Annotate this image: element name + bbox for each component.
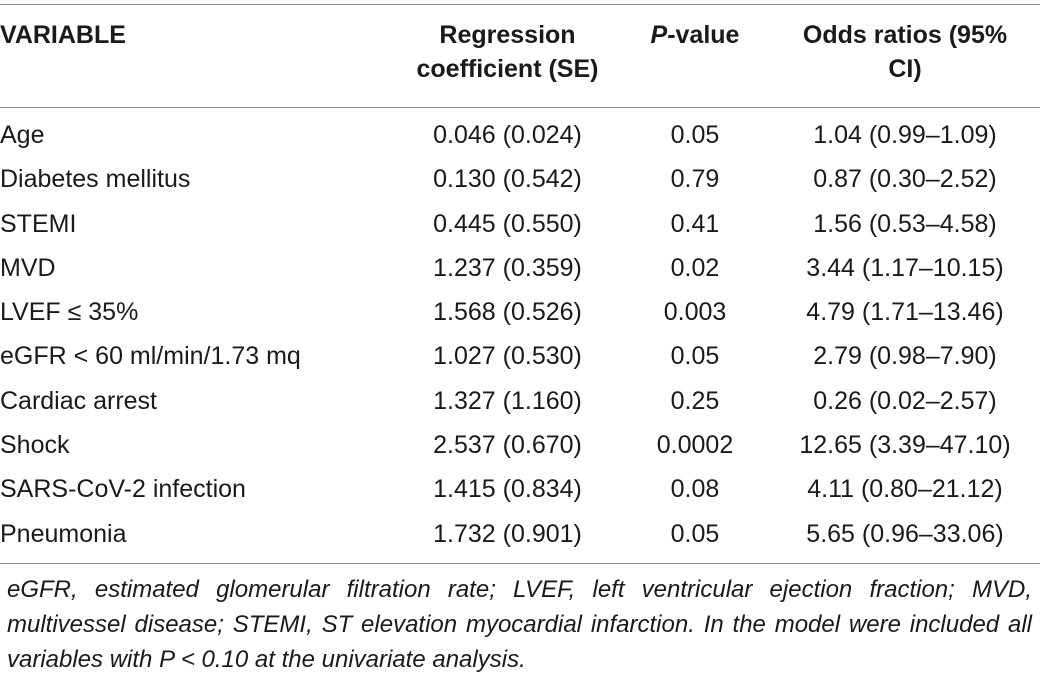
- header-p-value: P-value: [650, 21, 740, 49]
- table-row: Shock 2.537 (0.670) 0.0002 12.65 (3.39–4…: [0, 423, 1040, 467]
- table-row: STEMI 0.445 (0.550) 0.41 1.56 (0.53–4.58…: [0, 202, 1040, 246]
- table-row: Pneumonia 1.732 (0.901) 0.05 5.65 (0.96–…: [0, 512, 1040, 556]
- cell-coefficient: 1.732 (0.901): [433, 519, 582, 548]
- cell-variable: Cardiac arrest: [0, 386, 157, 415]
- cell-p-value: 0.05: [670, 121, 720, 149]
- cell-p-value: 0.41: [670, 209, 720, 238]
- bottom-rule: [0, 563, 1040, 564]
- cell-coefficient: 1.327 (1.160): [433, 386, 582, 415]
- cell-coefficient: 2.537 (0.670): [433, 431, 582, 460]
- table-row: SARS-CoV-2 infection 1.415 (0.834) 0.08 …: [0, 467, 1040, 511]
- cell-variable: Diabetes mellitus: [0, 165, 191, 194]
- cell-variable: MVD: [0, 253, 56, 282]
- table-row: LVEF ≤ 35% 1.568 (0.526) 0.003 4.79 (1.7…: [0, 290, 1040, 334]
- cell-coefficient: 0.130 (0.542): [433, 165, 582, 194]
- cell-p-value: 0.79: [670, 165, 720, 194]
- cell-variable: LVEF ≤ 35%: [0, 298, 139, 327]
- cell-odds-ratio: 1.56 (0.53–4.58): [813, 209, 997, 238]
- cell-coefficient: 1.027 (0.530): [433, 342, 582, 371]
- header-rule: [0, 107, 1040, 108]
- cell-odds-ratio: 4.11 (0.80–21.12): [807, 475, 1003, 504]
- cell-variable: SARS-CoV-2 infection: [0, 475, 246, 504]
- cell-coefficient: 0.445 (0.550): [433, 209, 582, 238]
- table-row: Diabetes mellitus 0.130 (0.542) 0.79 0.8…: [0, 157, 1040, 201]
- header-variable: VARIABLE: [0, 21, 126, 49]
- top-rule: [0, 4, 1040, 5]
- cell-p-value: 0.05: [670, 519, 720, 548]
- cell-odds-ratio: 0.26 (0.02–2.57): [813, 386, 997, 415]
- regression-table: VARIABLE Regression coefficient (SE) P-va…: [0, 6, 1040, 556]
- header-odds-ratio: Odds ratios (95% CI): [802, 21, 1008, 83]
- cell-odds-ratio: 12.65 (3.39–47.10): [799, 431, 1011, 460]
- table-row: MVD 1.237 (0.359) 0.02 3.44 (1.17–10.15): [0, 246, 1040, 290]
- cell-p-value: 0.0002: [656, 431, 734, 460]
- table-row: eGFR < 60 ml/min/1.73 mq 1.027 (0.530) 0…: [0, 334, 1040, 378]
- cell-p-value: 0.05: [670, 342, 720, 371]
- cell-variable: STEMI: [0, 209, 77, 238]
- cell-odds-ratio: 0.87 (0.30–2.52): [813, 165, 997, 194]
- cell-coefficient: 1.568 (0.526): [433, 298, 582, 327]
- cell-odds-ratio: 2.79 (0.98–7.90): [813, 342, 997, 371]
- cell-odds-ratio: 1.04 (0.99–1.09): [813, 121, 997, 149]
- cell-variable: Shock: [0, 431, 70, 460]
- cell-p-value: 0.02: [670, 253, 720, 282]
- table-row: Age 0.046 (0.024) 0.05 1.04 (0.99–1.09): [0, 107, 1040, 157]
- cell-odds-ratio: 5.65 (0.96–33.06): [806, 519, 1004, 548]
- cell-odds-ratio: 3.44 (1.17–10.15): [806, 253, 1004, 282]
- cell-p-value: 0.003: [663, 298, 727, 327]
- header-row: VARIABLE Regression coefficient (SE) P-va…: [0, 6, 1040, 107]
- cell-variable: eGFR < 60 ml/min/1.73 mq: [0, 342, 301, 371]
- header-coefficient: Regression coefficient (SE): [416, 21, 599, 83]
- cell-odds-ratio: 4.79 (1.71–13.46): [806, 298, 1004, 327]
- cell-p-value: 0.08: [670, 475, 720, 504]
- cell-variable: Age: [0, 121, 45, 149]
- cell-variable: Pneumonia: [0, 519, 127, 548]
- table-row: Cardiac arrest 1.327 (1.160) 0.25 0.26 (…: [0, 379, 1040, 423]
- table-footnote: eGFR, estimated glomerular filtration ra…: [7, 576, 1032, 673]
- cell-coefficient: 1.237 (0.359): [433, 253, 582, 282]
- cell-coefficient: 0.046 (0.024): [433, 121, 582, 149]
- cell-p-value: 0.25: [670, 386, 720, 415]
- cell-coefficient: 1.415 (0.834): [433, 475, 582, 504]
